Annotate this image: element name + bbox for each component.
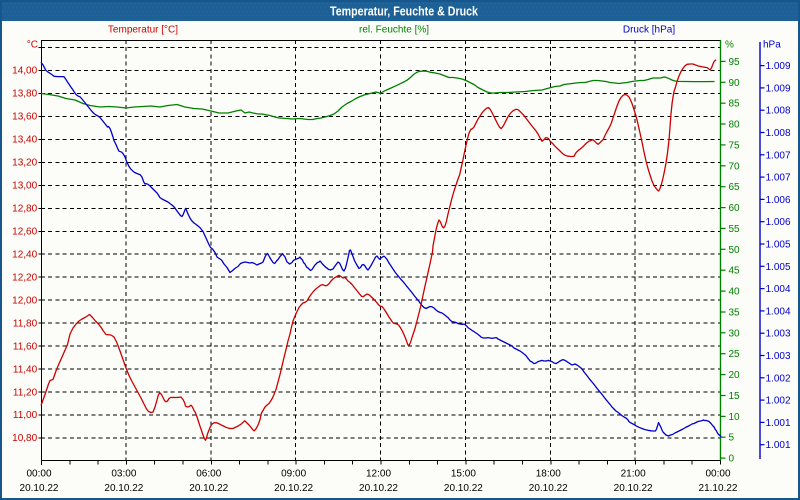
svg-text:45: 45 bbox=[729, 266, 741, 277]
svg-text:90: 90 bbox=[729, 78, 741, 89]
svg-text:25: 25 bbox=[729, 349, 741, 360]
svg-text:1.003: 1.003 bbox=[766, 351, 791, 362]
svg-text:12,00: 12,00 bbox=[12, 295, 37, 306]
svg-text:hPa: hPa bbox=[763, 40, 781, 51]
svg-text:Temperatur, Feuchte & Druck: Temperatur, Feuchte & Druck bbox=[330, 5, 478, 19]
svg-text:1.009: 1.009 bbox=[766, 61, 791, 72]
svg-text:Druck [hPa]: Druck [hPa] bbox=[623, 25, 675, 36]
svg-text:75: 75 bbox=[729, 140, 741, 151]
svg-text:12,40: 12,40 bbox=[12, 249, 37, 260]
svg-text:20: 20 bbox=[729, 370, 741, 381]
svg-text:20.10.22: 20.10.22 bbox=[614, 483, 653, 494]
svg-text:Temperatur [°C]: Temperatur [°C] bbox=[108, 25, 178, 36]
svg-text:13,60: 13,60 bbox=[12, 112, 37, 123]
svg-text:40: 40 bbox=[729, 287, 741, 298]
svg-text:1.009: 1.009 bbox=[766, 83, 791, 94]
svg-text:20.10.22: 20.10.22 bbox=[104, 483, 143, 494]
svg-text:°C: °C bbox=[27, 40, 38, 51]
svg-text:11,40: 11,40 bbox=[13, 364, 38, 375]
svg-text:10: 10 bbox=[729, 412, 741, 423]
svg-text:5: 5 bbox=[729, 433, 735, 444]
svg-text:09:00: 09:00 bbox=[281, 469, 306, 480]
svg-text:11,80: 11,80 bbox=[13, 318, 38, 329]
svg-text:60: 60 bbox=[729, 203, 741, 214]
svg-text:1.008: 1.008 bbox=[766, 106, 791, 117]
svg-text:13,40: 13,40 bbox=[12, 135, 37, 146]
svg-text:20.10.22: 20.10.22 bbox=[274, 483, 313, 494]
svg-text:0: 0 bbox=[729, 454, 735, 465]
svg-text:12,20: 12,20 bbox=[12, 272, 37, 283]
svg-text:1.004: 1.004 bbox=[766, 284, 791, 295]
svg-text:21.10.22: 21.10.22 bbox=[699, 483, 738, 494]
svg-text:15: 15 bbox=[729, 391, 741, 402]
svg-text:55: 55 bbox=[729, 224, 741, 235]
svg-text:1.001: 1.001 bbox=[766, 418, 791, 429]
svg-text:1.008: 1.008 bbox=[766, 128, 791, 139]
svg-text:rel. Feuchte [%]: rel. Feuchte [%] bbox=[359, 25, 429, 36]
svg-text:03:00: 03:00 bbox=[111, 469, 136, 480]
svg-text:14,00: 14,00 bbox=[12, 66, 37, 77]
svg-text:30: 30 bbox=[729, 328, 741, 339]
svg-text:13,20: 13,20 bbox=[12, 158, 37, 169]
svg-text:20.10.22: 20.10.22 bbox=[359, 483, 398, 494]
svg-text:06:00: 06:00 bbox=[196, 469, 221, 480]
svg-text:13,00: 13,00 bbox=[12, 181, 37, 192]
svg-text:1.007: 1.007 bbox=[766, 173, 791, 184]
svg-text:20.10.22: 20.10.22 bbox=[20, 483, 59, 494]
svg-text:15:00: 15:00 bbox=[451, 469, 476, 480]
svg-text:1.002: 1.002 bbox=[766, 396, 791, 407]
svg-text:85: 85 bbox=[729, 99, 741, 110]
svg-text:1.007: 1.007 bbox=[766, 150, 791, 161]
svg-text:11,60: 11,60 bbox=[13, 341, 38, 352]
svg-text:%: % bbox=[725, 40, 734, 51]
svg-text:1.003: 1.003 bbox=[766, 329, 791, 340]
svg-text:10,80: 10,80 bbox=[12, 433, 37, 444]
svg-text:70: 70 bbox=[729, 161, 741, 172]
svg-text:50: 50 bbox=[729, 245, 741, 256]
svg-text:11,20: 11,20 bbox=[13, 387, 38, 398]
svg-text:11,00: 11,00 bbox=[13, 410, 38, 421]
svg-text:20.10.22: 20.10.22 bbox=[189, 483, 228, 494]
svg-text:12:00: 12:00 bbox=[366, 469, 391, 480]
svg-text:1.001: 1.001 bbox=[766, 440, 791, 451]
svg-text:35: 35 bbox=[729, 307, 741, 318]
svg-text:1.005: 1.005 bbox=[766, 240, 791, 251]
svg-text:12,60: 12,60 bbox=[12, 226, 37, 237]
svg-text:20.10.22: 20.10.22 bbox=[444, 483, 483, 494]
svg-text:00:00: 00:00 bbox=[705, 469, 730, 480]
svg-text:1.006: 1.006 bbox=[766, 195, 791, 206]
svg-text:1.002: 1.002 bbox=[766, 373, 791, 384]
svg-text:18:00: 18:00 bbox=[536, 469, 561, 480]
svg-text:80: 80 bbox=[729, 120, 741, 131]
svg-text:65: 65 bbox=[729, 182, 741, 193]
svg-text:00:00: 00:00 bbox=[26, 469, 51, 480]
svg-text:20.10.22: 20.10.22 bbox=[529, 483, 568, 494]
svg-text:1.005: 1.005 bbox=[766, 262, 791, 273]
svg-text:12,80: 12,80 bbox=[12, 203, 37, 214]
svg-text:21:00: 21:00 bbox=[621, 469, 646, 480]
svg-text:13,80: 13,80 bbox=[12, 89, 37, 100]
svg-text:1.004: 1.004 bbox=[766, 306, 791, 317]
svg-text:95: 95 bbox=[729, 57, 741, 68]
svg-text:1.006: 1.006 bbox=[766, 217, 791, 228]
